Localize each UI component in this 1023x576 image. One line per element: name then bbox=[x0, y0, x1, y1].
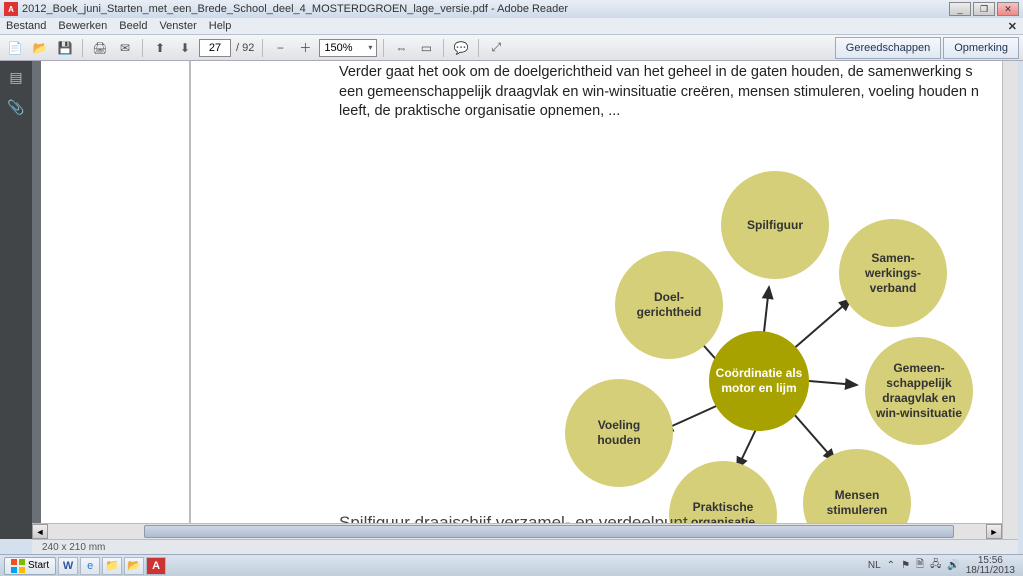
page-total: / 92 bbox=[234, 42, 256, 54]
minimize-button[interactable]: _ bbox=[949, 2, 971, 16]
menu-edit[interactable]: Bewerken bbox=[58, 20, 107, 32]
tray-volume-icon[interactable]: 🔊 bbox=[947, 560, 959, 571]
maximize-button[interactable]: ❐ bbox=[973, 2, 995, 16]
menu-window[interactable]: Venster bbox=[159, 20, 196, 32]
zoom-out-icon[interactable]: − bbox=[269, 38, 291, 58]
diagram-center-node: Coördinatie als motor en lijm bbox=[709, 331, 809, 431]
thumbnails-icon[interactable]: ▤ bbox=[6, 67, 26, 87]
diagram-outer-node: Samen-werkings-verband bbox=[839, 219, 947, 327]
body-paragraph: Verder gaat het ook om de doelgerichthei… bbox=[339, 63, 1018, 122]
menu-view[interactable]: Beeld bbox=[119, 20, 147, 32]
taskbar-folder-icon[interactable]: 📂 bbox=[124, 557, 144, 575]
tools-panel-button[interactable]: Gereedschappen bbox=[835, 37, 941, 59]
taskbar-explorer-icon[interactable]: 📁 bbox=[102, 557, 122, 575]
page-number-input[interactable] bbox=[199, 39, 231, 57]
page-up-icon[interactable]: ⬆ bbox=[149, 38, 171, 58]
tool-fit-width-icon[interactable]: ⇔ bbox=[390, 38, 412, 58]
tool-save-icon[interactable]: 💾 bbox=[54, 38, 76, 58]
hscroll-thumb[interactable] bbox=[144, 525, 954, 538]
app-icon: A bbox=[4, 2, 18, 16]
zoom-in-icon[interactable]: ＋ bbox=[294, 38, 316, 58]
diagram-outer-node: Voelinghouden bbox=[565, 379, 673, 487]
tool-export-icon[interactable]: 📄 bbox=[4, 38, 26, 58]
tray-language[interactable]: NL bbox=[868, 560, 881, 571]
page-down-icon[interactable]: ⬇ bbox=[174, 38, 196, 58]
tool-readmode-icon[interactable]: ⤢ bbox=[485, 38, 507, 58]
menu-file[interactable]: Bestand bbox=[6, 20, 46, 32]
diagram-outer-node: Gemeen-schappelijkdraagvlak enwin-winsit… bbox=[865, 337, 973, 445]
toolbar: 📄 📂 💾 🖨 ✉ ⬆ ⬇ / 92 − ＋ 150% ⇔ ▭ 💬 ⤢ Gere… bbox=[0, 35, 1023, 61]
menubar: Bestand Bewerken Beeld Venster Help ✕ bbox=[0, 18, 1023, 35]
tray-clock[interactable]: 15:56 18/11/2013 bbox=[966, 556, 1015, 576]
window-title: 2012_Boek_juni_Starten_met_een_Brede_Sch… bbox=[22, 3, 947, 15]
nav-sidebar: ▤ 📎 bbox=[0, 61, 32, 539]
menu-help[interactable]: Help bbox=[209, 20, 232, 32]
windows-logo-icon bbox=[11, 559, 25, 573]
tray-network-icon[interactable]: 🖧 bbox=[930, 557, 941, 574]
zoom-select[interactable]: 150% bbox=[319, 39, 377, 57]
system-tray: NL ⌃ ⚑ 🗎 🖧 🔊 15:56 18/11/2013 bbox=[868, 556, 1019, 576]
tool-open-icon[interactable]: 📂 bbox=[29, 38, 51, 58]
page-dimensions: 240 x 210 mm bbox=[42, 542, 105, 553]
tray-doc-icon[interactable]: 🗎 bbox=[916, 557, 924, 574]
start-button[interactable]: Start bbox=[4, 557, 56, 575]
taskbar-word-icon[interactable]: W bbox=[58, 557, 78, 575]
tool-fit-page-icon[interactable]: ▭ bbox=[415, 38, 437, 58]
tool-email-icon[interactable]: ✉ bbox=[114, 38, 136, 58]
attachments-icon[interactable]: 📎 bbox=[6, 97, 26, 117]
close-button[interactable]: ✕ bbox=[997, 2, 1019, 16]
concept-diagram: Coördinatie als motor en lijm Spilfiguur… bbox=[551, 171, 971, 539]
vertical-scrollbar[interactable] bbox=[1002, 61, 1018, 539]
taskbar-reader-icon[interactable]: A bbox=[146, 557, 166, 575]
taskbar-ie-icon[interactable]: e bbox=[80, 557, 100, 575]
document-viewport: Verder gaat het ook om de doelgerichthei… bbox=[32, 61, 1018, 539]
hscroll-left-icon[interactable]: ◄ bbox=[32, 524, 48, 539]
horizontal-scrollbar[interactable]: ◄ ► bbox=[32, 523, 1002, 539]
comment-panel-button[interactable]: Opmerking bbox=[943, 37, 1019, 59]
hscroll-right-icon[interactable]: ► bbox=[986, 524, 1002, 539]
titlebar: A 2012_Boek_juni_Starten_met_een_Brede_S… bbox=[0, 0, 1023, 18]
diagram-outer-node: Spilfiguur bbox=[721, 171, 829, 279]
tool-print-icon[interactable]: 🖨 bbox=[89, 38, 111, 58]
diagram-outer-node: Doel-gerichtheid bbox=[615, 251, 723, 359]
taskbar: Start W e 📁 📂 A NL ⌃ ⚑ 🗎 🖧 🔊 15:56 18/11… bbox=[0, 554, 1023, 576]
tray-expand-icon[interactable]: ⌃ bbox=[887, 560, 895, 571]
statusbar: 240 x 210 mm bbox=[32, 539, 1018, 554]
menubar-close[interactable]: ✕ bbox=[1008, 20, 1017, 33]
pdf-page: Verder gaat het ook om de doelgerichthei… bbox=[41, 61, 1018, 539]
tool-comment-icon[interactable]: 💬 bbox=[450, 38, 472, 58]
tray-flag-icon[interactable]: ⚑ bbox=[901, 560, 910, 571]
